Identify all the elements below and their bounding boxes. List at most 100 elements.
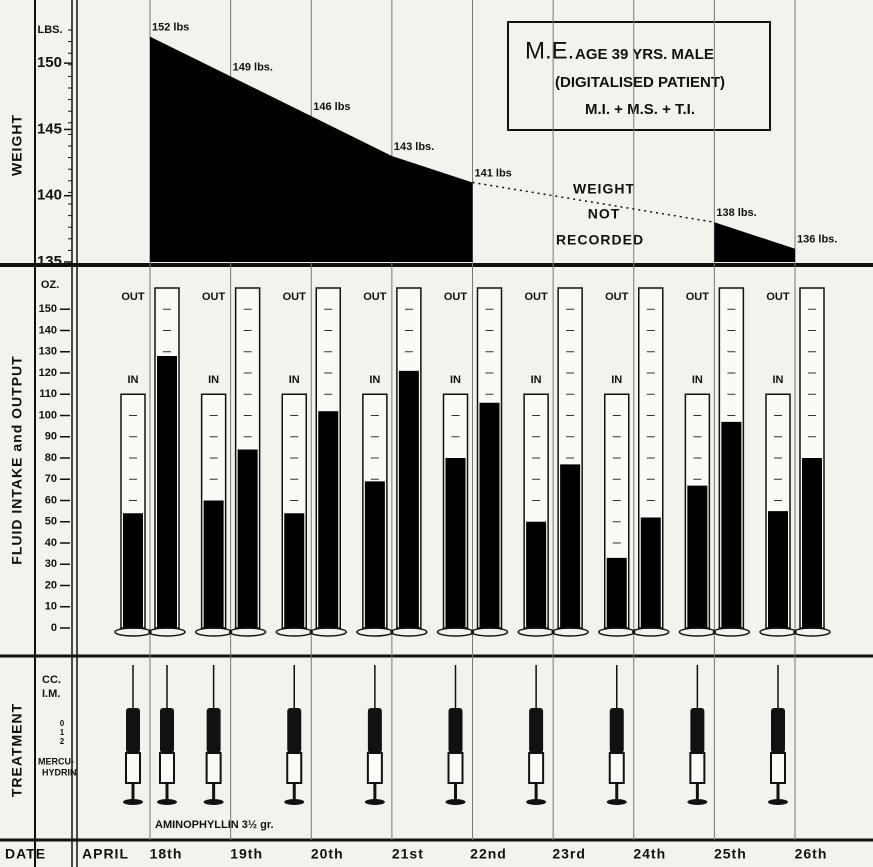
syringe-base	[606, 799, 627, 805]
fluid-bar	[606, 557, 627, 628]
syringe-barrel	[448, 708, 463, 753]
dose-scale: 2	[60, 737, 65, 746]
cylinder-foot	[194, 627, 233, 637]
syringe-base	[157, 799, 177, 805]
month-label: APRIL	[82, 846, 129, 862]
syringe-barrel	[125, 752, 141, 784]
series-label: OUT	[363, 291, 387, 303]
fluid-bar	[123, 513, 143, 628]
cylinder-foot	[309, 627, 347, 637]
cylinder-foot	[759, 627, 797, 637]
fluid-bar	[526, 521, 547, 628]
fluid-label: FLUID INTAKE and OUTPUT	[9, 355, 25, 564]
series-label: IN	[369, 374, 380, 386]
cylinder-foot	[114, 627, 152, 637]
syringe-barrel	[608, 752, 625, 784]
y-tick-label: 90	[45, 431, 57, 443]
fluid-bar	[157, 356, 177, 628]
syringe-barrel	[447, 752, 464, 784]
cylinder-foot	[678, 627, 717, 637]
dose-scale: 0	[60, 719, 65, 728]
series-label: IN	[289, 374, 300, 386]
series-label: OUT	[525, 291, 549, 303]
gap-note: RECORDED	[556, 232, 644, 248]
syringe-base	[203, 799, 224, 805]
cylinder-foot	[598, 627, 636, 637]
date-label: 25th	[714, 846, 747, 862]
syringe-barrel	[206, 708, 221, 753]
series-label: IN	[450, 374, 461, 386]
date-label: 19th	[230, 846, 263, 862]
syringe-base	[364, 799, 385, 805]
date-label: 21st	[392, 846, 424, 862]
date-label: 23rd	[552, 846, 586, 862]
series-label: IN	[531, 374, 542, 386]
gap-note: NOT	[588, 206, 621, 222]
y-tick-label: 120	[39, 367, 57, 379]
syringe-base	[445, 799, 466, 805]
date-label: 22nd	[470, 846, 507, 862]
data-label: 141 lbs	[475, 167, 512, 179]
y-tick-label: 30	[45, 558, 57, 570]
fluid-bar	[479, 402, 500, 628]
fluid-unit: OZ.	[41, 279, 59, 291]
cylinder-foot	[148, 627, 186, 637]
fluid-bar	[398, 370, 419, 628]
syringe-barrel	[287, 708, 302, 753]
date-label: DATE	[5, 846, 46, 862]
weight-label: WEIGHT	[9, 114, 25, 176]
series-label: IN	[208, 374, 219, 386]
syringe-barrel	[205, 752, 222, 784]
y-tick-label: 70	[45, 473, 57, 485]
fluid-bar	[768, 511, 788, 628]
syringe-base	[687, 799, 708, 805]
syringe-barrel	[159, 752, 175, 784]
weight-unit: LBS.	[37, 24, 62, 36]
cylinder-foot	[712, 627, 751, 637]
fluid-bar	[318, 411, 339, 628]
syringe-barrel	[528, 752, 545, 784]
y-tick-label: 140	[39, 324, 57, 336]
date-label: 20th	[311, 846, 344, 862]
data-label: 149 lbs.	[233, 61, 273, 73]
fluid-bar	[284, 513, 305, 628]
fluid-bar	[237, 449, 258, 628]
series-label: OUT	[605, 291, 629, 303]
series-label: OUT	[121, 291, 145, 303]
series-label: OUT	[766, 291, 790, 303]
cylinder-foot	[517, 627, 555, 637]
cylinder-foot	[228, 627, 267, 637]
cylinder-foot	[436, 627, 475, 637]
y-tick-label: 150	[37, 54, 62, 71]
syringe-base	[284, 799, 305, 805]
fluid-bar	[364, 481, 385, 628]
treatment-unit: CC.	[42, 674, 61, 686]
syringe-barrel	[126, 708, 140, 753]
data-label: 138 lbs.	[716, 207, 756, 219]
series-label: OUT	[686, 291, 710, 303]
cylinder-foot	[356, 627, 394, 637]
treatment-route: I.M.	[42, 688, 60, 700]
date-label: 26th	[795, 846, 828, 862]
y-tick-label: 140	[37, 187, 62, 204]
data-label: 146 lbs	[313, 101, 350, 113]
fluid-bar	[721, 421, 742, 628]
cylinder-foot	[632, 627, 670, 637]
y-tick-label: 20	[45, 579, 57, 591]
y-tick-label: 40	[45, 537, 57, 549]
series-label: IN	[773, 374, 784, 386]
drug-name: MERCU-	[38, 756, 74, 766]
y-tick-label: 110	[39, 388, 57, 400]
data-label: 143 lbs.	[394, 141, 434, 153]
data-label: 152 lbs	[152, 22, 189, 34]
syringe-barrel	[160, 708, 174, 753]
y-tick-label: 50	[45, 516, 57, 528]
patient-initials: M.E.	[525, 37, 574, 64]
y-tick-label: 10	[45, 601, 57, 613]
series-label: OUT	[283, 291, 307, 303]
patient-age: AGE 39 YRS. MALE	[575, 46, 714, 63]
syringe-barrel	[286, 752, 303, 784]
date-label: 24th	[633, 846, 666, 862]
fluid-bar	[687, 485, 708, 628]
